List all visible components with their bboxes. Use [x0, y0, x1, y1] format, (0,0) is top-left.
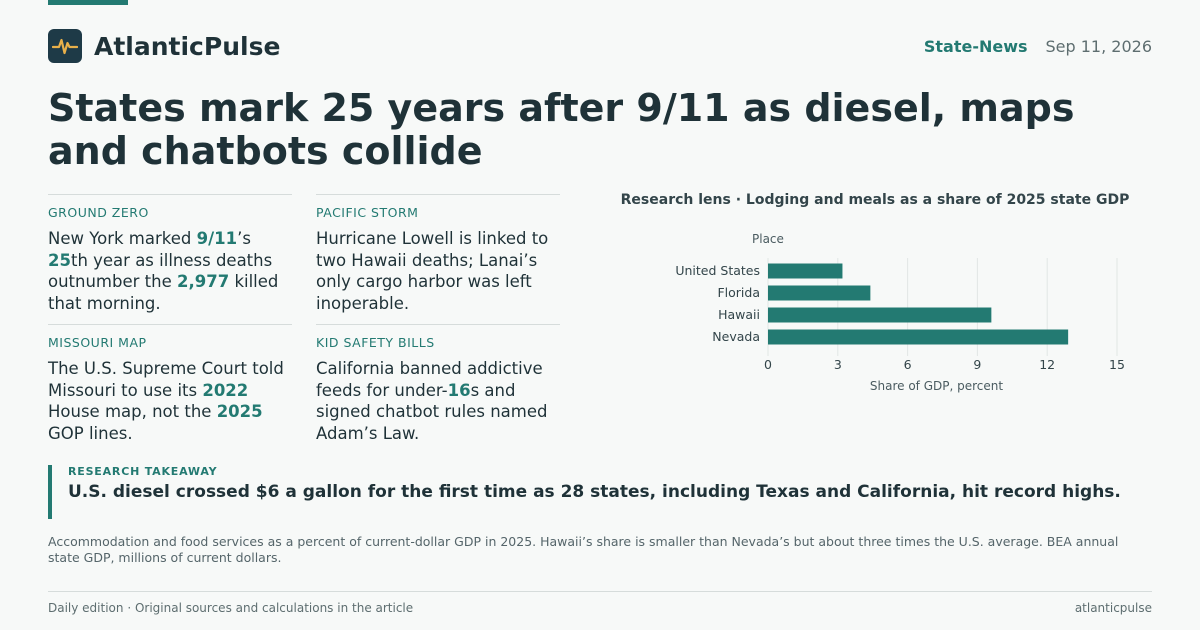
body-text: killed that morning. — [48, 272, 279, 313]
chart-note: Accommodation and food services as a per… — [48, 534, 1119, 565]
body-text: th year as illness deaths outnumber the — [48, 250, 273, 292]
card-body: The U.S. Supreme Court told Missouri to … — [48, 358, 292, 444]
x-tick-label: 6 — [904, 357, 912, 372]
story-card-pacific-storm[interactable]: PACIFIC STORM Hurricane Lowell is linked… — [316, 194, 560, 314]
card-body: New York marked 9/11’s 25th year as illn… — [48, 228, 292, 314]
headline: States mark 25 years after 9/11 as diese… — [48, 86, 1075, 173]
card-kicker: PACIFIC STORM — [316, 205, 419, 220]
highlight-number: 16 — [447, 380, 471, 400]
brand-logo[interactable] — [48, 29, 82, 63]
story-card-ground-zero[interactable]: GROUND ZERO New York marked 9/11’s 25th … — [48, 194, 292, 314]
x-tick-label: 12 — [1039, 357, 1055, 372]
bar-united-states — [768, 263, 843, 279]
chart-title: Research lens · Lodging and meals as a s… — [620, 192, 1130, 208]
body-text: The U.S. Supreme Court told Missouri to … — [48, 359, 284, 400]
story-card-kid-safety-bills[interactable]: KID SAFETY BILLS California banned addic… — [316, 324, 560, 444]
accent-bar — [48, 0, 128, 5]
pulse-icon — [52, 38, 78, 55]
highlight-number: 2022 — [202, 380, 249, 400]
category-label: United States — [675, 263, 760, 278]
bar-hawaii — [768, 307, 992, 323]
body-text: Hurricane Lowell is linked to two Hawaii… — [316, 229, 549, 313]
x-tick-label: 9 — [973, 357, 981, 372]
category-label: Florida — [717, 285, 760, 300]
footer-edition: Daily edition · Original sources and cal… — [48, 601, 414, 615]
bar-nevada — [768, 329, 1069, 345]
research-takeaway: RESEARCH TAKEAWAY U.S. diesel crossed $6… — [48, 465, 1152, 519]
card-kicker: GROUND ZERO — [48, 205, 149, 220]
takeaway-kicker: RESEARCH TAKEAWAY — [68, 465, 218, 478]
highlight-number: 9/11 — [196, 229, 238, 248]
site-header: AtlanticPulse State-News Sep 11, 2026 — [48, 29, 1152, 63]
body-text: New York marked — [48, 229, 197, 248]
footer-site[interactable]: atlanticpulse — [1074, 601, 1152, 615]
brand-name[interactable]: AtlanticPulse — [94, 31, 281, 61]
publish-date: Sep 11, 2026 — [1045, 36, 1153, 56]
body-text: s and signed chatbot rules named Adam’s … — [316, 380, 548, 443]
card-body: Hurricane Lowell is linked to two Hawaii… — [316, 228, 560, 314]
card-kicker: MISSOURI MAP — [48, 335, 147, 350]
category-label: Hawaii — [718, 307, 760, 322]
category-label: Nevada — [712, 329, 760, 344]
y-axis-label: Place — [752, 232, 784, 246]
body-text: California banned addictive feeds for un… — [316, 359, 543, 400]
section-link[interactable]: State-News — [923, 36, 1028, 56]
x-axis-label: Share of GDP, percent — [870, 379, 1003, 393]
card-kicker: KID SAFETY BILLS — [316, 335, 435, 350]
x-tick-label: 0 — [764, 357, 772, 372]
body-text: House map, not the — [48, 402, 217, 421]
bar-florida — [768, 285, 871, 301]
takeaway-text: U.S. diesel crossed $6 a gallon for the … — [68, 482, 1121, 502]
x-tick-label: 3 — [834, 357, 842, 372]
highlight-number: 2,977 — [177, 272, 230, 291]
story-card-missouri-map[interactable]: MISSOURI MAP The U.S. Supreme Court told… — [48, 324, 292, 444]
highlight-number: 25 — [48, 250, 71, 270]
body-text: GOP lines. — [48, 423, 133, 443]
bar-chart: Place United States Florida Hawaii Nevada 0 3 6… — [675, 232, 1125, 393]
highlight-number: 2025 — [216, 402, 263, 421]
x-tick-label: 15 — [1109, 357, 1125, 372]
card-body: California banned addictive feeds for un… — [316, 358, 560, 444]
footer: Daily edition · Original sources and cal… — [48, 591, 1152, 615]
body-text: ’s — [237, 229, 251, 248]
